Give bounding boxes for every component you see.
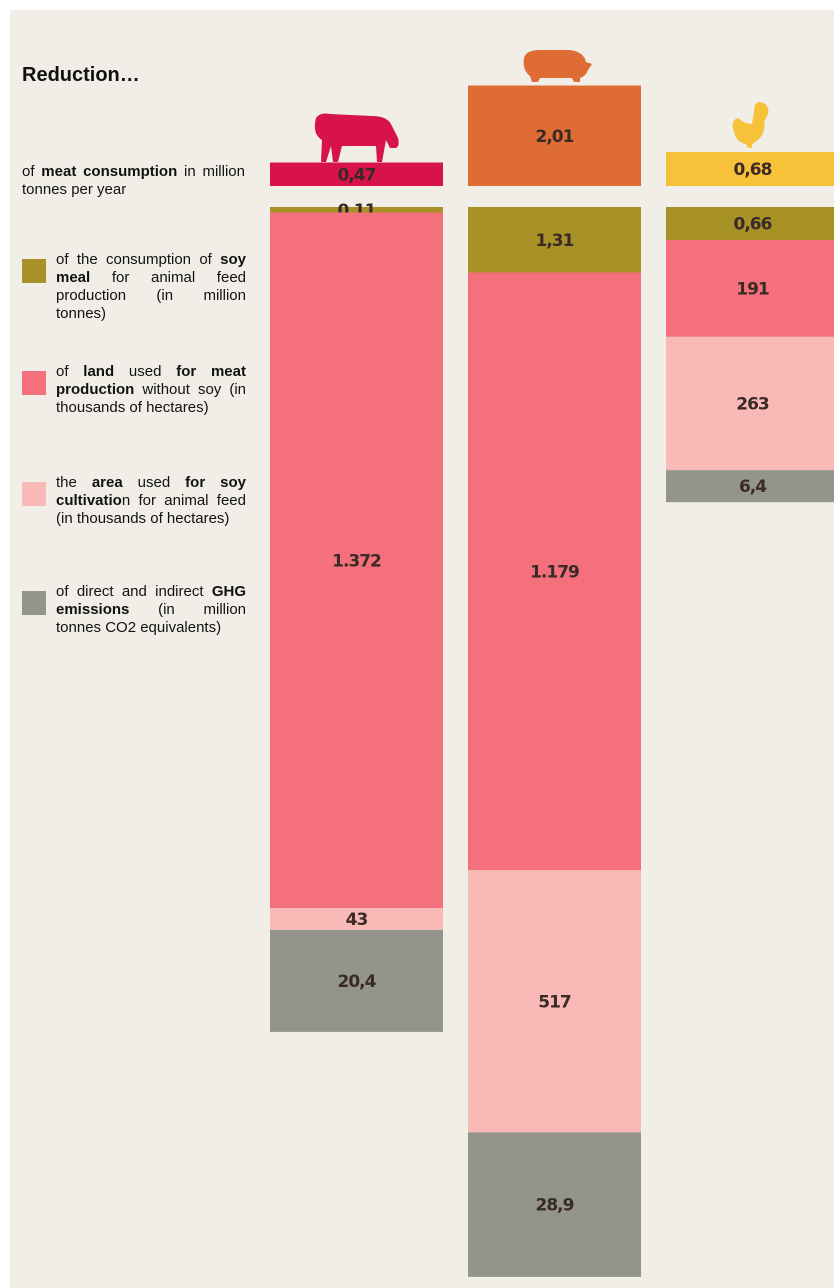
value-label: 0,66: [734, 215, 772, 235]
legend-text-part: (in million tonnes CO2 equivalents): [56, 601, 246, 636]
cow-icon: [314, 113, 399, 162]
legend-swatch: [22, 591, 46, 615]
bar-segment: [666, 207, 834, 240]
bar-segment: [468, 272, 641, 871]
bar-segment: [270, 212, 443, 909]
legend-text-part: of direct and indirect: [56, 583, 212, 600]
legend-text: of the consumption of soy meal for anima…: [56, 251, 246, 323]
bar-segment: [666, 152, 834, 186]
value-label: 0,68: [734, 160, 772, 180]
value-label: 1,31: [536, 231, 574, 251]
bar-segment: [270, 207, 443, 213]
value-label: 0,47: [338, 165, 376, 185]
legend-text: of meat consumption in million tonnes pe…: [22, 163, 245, 199]
legend-text-part: soy meal: [56, 251, 246, 286]
legend-text-part: for soy cultivatio: [56, 474, 246, 509]
legend-text-part: GHG emissions: [56, 583, 246, 618]
bar-segment: [666, 470, 834, 503]
value-label: 6,4: [739, 477, 767, 497]
bar-segment: [468, 85, 641, 186]
legend-text-part: for meat production: [56, 363, 246, 398]
legend-text-part: meat consumption: [41, 163, 178, 180]
bar-segment: [468, 207, 641, 273]
bar-segment: [270, 162, 443, 186]
title: Reduction…: [22, 64, 140, 86]
legend-swatch: [22, 371, 46, 395]
legend-text: of land used for meat production without…: [56, 363, 246, 417]
legend-text-part: used: [122, 474, 186, 491]
bar-segment: [270, 929, 443, 1032]
legend-text-part: n for animal feed (in thousands of hecta…: [56, 492, 246, 527]
value-label: 517: [538, 992, 571, 1012]
pig-icon: [523, 50, 592, 82]
value-label: 263: [736, 395, 769, 415]
legend-text-part: for animal feed production (in million t…: [56, 269, 246, 322]
legend-swatch: [22, 259, 46, 283]
bar-segment: [468, 870, 641, 1133]
legend-text-part: of: [22, 163, 42, 180]
value-label: 191: [736, 279, 769, 299]
legend-text-part: area: [91, 474, 123, 491]
bar-segment: [666, 240, 834, 337]
legend-text-part: without soy (in thousands of hectares): [56, 381, 246, 416]
legend-text-part: in million tonnes per year: [22, 163, 245, 198]
legend-swatch: [22, 482, 46, 506]
legend-text-part: of: [56, 363, 84, 380]
chicken-icon: [732, 102, 769, 148]
legend-text-part: of the consumption of: [56, 251, 221, 268]
bar-segment: [666, 336, 834, 471]
value-label: 28,9: [536, 1196, 574, 1216]
legend-text-part: land: [83, 363, 115, 380]
value-label: 1.372: [332, 551, 381, 571]
value-label: 20,4: [338, 972, 377, 992]
bar-segment: [270, 908, 443, 930]
legend-text: of direct and indirect GHG emissions (in…: [56, 583, 246, 637]
bar-segment: [468, 1132, 641, 1277]
legend-text-part: the: [56, 474, 92, 491]
value-label: 1.179: [530, 562, 579, 582]
legend-text-part: used: [114, 363, 177, 380]
value-label: 43: [346, 910, 368, 930]
value-label: 2,01: [536, 127, 574, 147]
legend-text: the area used for soy cultivation for an…: [56, 474, 246, 528]
